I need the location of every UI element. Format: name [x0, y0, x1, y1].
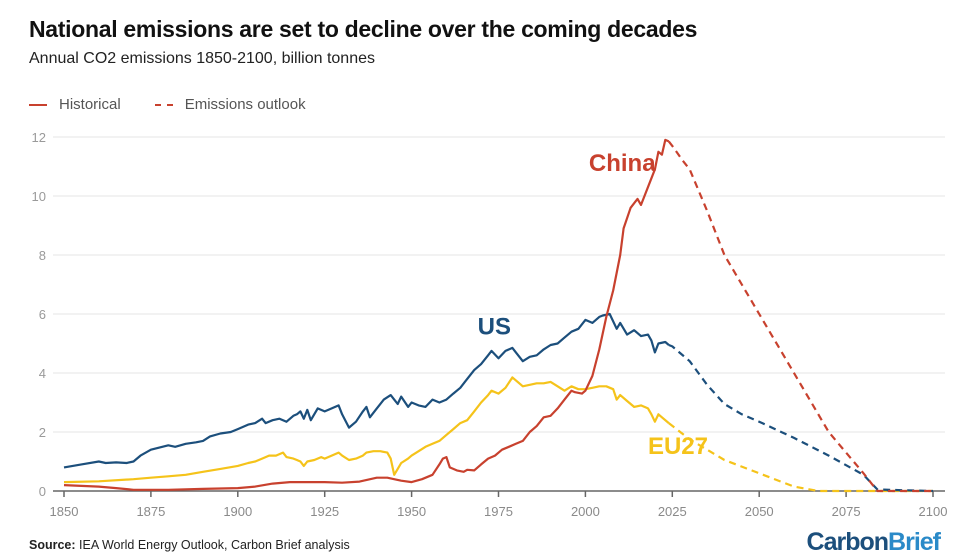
- carbon-brief-logo: CarbonBrief: [806, 528, 941, 557]
- x-tick-label: 1950: [397, 504, 426, 519]
- legend-label-historical: Historical: [59, 96, 121, 113]
- series-label-us: US: [478, 314, 511, 341]
- x-tick-label: 2050: [745, 504, 774, 519]
- x-tick-label: 2025: [658, 504, 687, 519]
- x-tick-label: 2075: [832, 504, 861, 519]
- source-label: Source:: [29, 538, 76, 552]
- x-tick-label: 1925: [310, 504, 339, 519]
- logo-part-brief: Brief: [888, 528, 941, 556]
- series-line-eu27-outlook: [668, 422, 933, 493]
- series-line-eu27-historical: [63, 376, 670, 484]
- y-tick-label: 2: [39, 425, 46, 440]
- legend-item-historical: Historical: [29, 96, 121, 113]
- y-tick-label: 0: [39, 484, 46, 499]
- x-axis: 1850 1875 1900 1925 1950 1975 2000 2025 2050 2075…: [50, 490, 948, 519]
- y-tick-label: 12: [32, 130, 46, 145]
- x-tick-label: 1900: [223, 504, 252, 519]
- series-line-china-historical: [63, 138, 670, 491]
- legend-label-outlook: Emissions outlook: [184, 96, 306, 113]
- series-line-us-outlook: [668, 343, 934, 493]
- series-labels: US China EU27: [478, 150, 708, 460]
- gridlines: [53, 136, 945, 433]
- source-note: Source: IEA World Energy Outlook, Carbon…: [29, 538, 350, 552]
- y-tick-label: 10: [32, 189, 46, 204]
- y-tick-label: 8: [39, 248, 46, 263]
- y-tick-label: 4: [39, 366, 46, 381]
- x-tick-label: 2100: [919, 504, 948, 519]
- series-line-china-outlook: [667, 140, 933, 493]
- chart-title: National emissions are set to decline ov…: [29, 16, 698, 42]
- source-text: IEA World Energy Outlook, Carbon Brief a…: [75, 538, 350, 552]
- legend: Historical Emissions outlook: [29, 96, 340, 113]
- series-lines: [63, 138, 934, 493]
- series-line-us-historical: [63, 312, 670, 469]
- x-tick-label: 1875: [136, 504, 165, 519]
- dashed-line-swatch-icon: [154, 103, 173, 106]
- series-label-china: China: [589, 150, 656, 177]
- legend-item-outlook: Emissions outlook: [154, 96, 306, 113]
- y-tick-label: 6: [39, 307, 46, 322]
- logo-part-carbon: Carbon: [806, 528, 889, 556]
- x-tick-label: 1850: [50, 504, 79, 519]
- y-axis-ticks: 0 2 4 6 8 10 12: [32, 130, 46, 499]
- x-tick-label: 2000: [571, 504, 600, 519]
- chart-subtitle: Annual CO2 emissions 1850-2100, billion …: [29, 50, 375, 67]
- series-label-eu27: EU27: [648, 433, 708, 460]
- solid-line-swatch-icon: [29, 103, 47, 106]
- x-tick-label: 1975: [484, 504, 513, 519]
